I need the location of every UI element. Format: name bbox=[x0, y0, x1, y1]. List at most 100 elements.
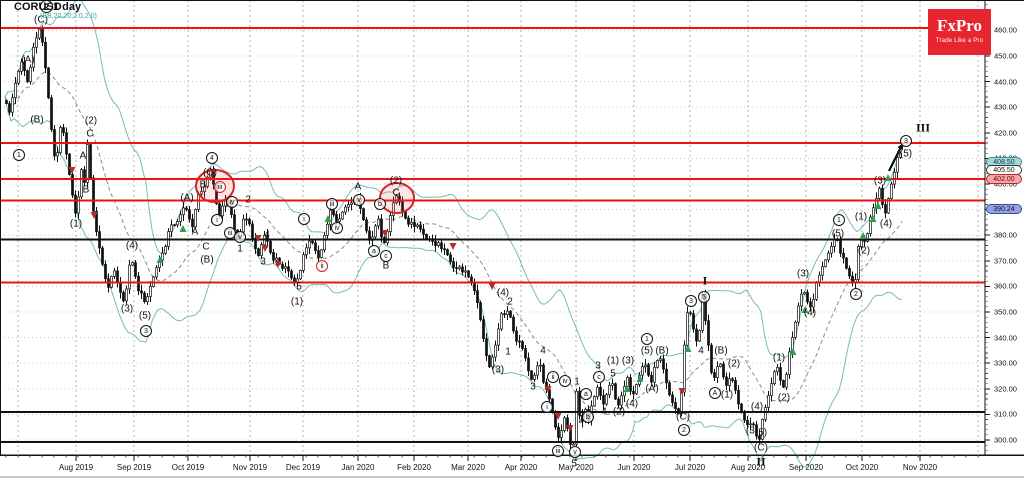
candle-body bbox=[23, 61, 26, 71]
wave-label: III bbox=[915, 120, 931, 135]
candle-body bbox=[413, 221, 416, 227]
candle-body bbox=[14, 82, 17, 99]
candle-body bbox=[41, 28, 44, 43]
candle-body bbox=[191, 218, 194, 228]
candle-body bbox=[602, 395, 605, 405]
month-tick-label: Aug 2020 bbox=[730, 463, 766, 472]
candle-body bbox=[284, 266, 287, 269]
candle-body bbox=[290, 270, 293, 279]
candle-body bbox=[641, 366, 644, 376]
price-tick-label: 320.00 bbox=[994, 384, 1017, 394]
candle-body bbox=[344, 206, 347, 213]
candle-body bbox=[476, 290, 479, 303]
candle-body bbox=[68, 153, 71, 175]
candle-body bbox=[338, 218, 341, 222]
wave-label: (4) bbox=[125, 240, 139, 252]
candle-body bbox=[728, 378, 731, 386]
wave-label: A bbox=[354, 181, 362, 193]
candle-body bbox=[449, 254, 452, 263]
candle-body bbox=[182, 207, 185, 216]
sell-arrow-icon bbox=[254, 235, 262, 242]
candle-body bbox=[632, 390, 635, 395]
candle-body bbox=[269, 240, 272, 253]
wave-2-circled-badge: 2 bbox=[40, 0, 53, 13]
candle-body bbox=[488, 355, 491, 368]
wave-label: (5) bbox=[138, 310, 152, 322]
wave-label: iii bbox=[552, 445, 564, 457]
candle-body bbox=[668, 382, 671, 396]
candle-body bbox=[194, 209, 197, 228]
buy-arrow-icon bbox=[884, 174, 892, 181]
candle-body bbox=[746, 419, 749, 425]
price-tick-label: 310.00 bbox=[994, 409, 1017, 419]
wave-label: (5) bbox=[640, 345, 654, 357]
candle-body bbox=[374, 225, 377, 238]
buy-arrow-icon bbox=[859, 232, 867, 239]
month-tick-label: May 2020 bbox=[558, 463, 594, 472]
price-tick-label: 440.00 bbox=[994, 77, 1017, 87]
candle-body bbox=[5, 100, 8, 104]
candle-body bbox=[851, 275, 854, 283]
wave-label: (C) bbox=[203, 167, 217, 179]
candle-body bbox=[491, 356, 494, 368]
wave-label: C bbox=[202, 241, 210, 253]
candle-body bbox=[368, 230, 371, 241]
candle-body bbox=[467, 270, 470, 278]
candle-body bbox=[155, 267, 158, 278]
sell-arrow-icon bbox=[449, 243, 457, 250]
wave-label: v bbox=[234, 231, 246, 243]
candle-body bbox=[794, 321, 797, 338]
candle-body bbox=[719, 363, 722, 367]
candle-body bbox=[17, 71, 20, 84]
candle-body bbox=[104, 263, 107, 280]
candle-body bbox=[71, 174, 74, 196]
wave-label: (1) bbox=[720, 389, 734, 401]
candle-body bbox=[479, 302, 482, 321]
candle-body bbox=[275, 257, 278, 261]
candle-body bbox=[188, 209, 191, 220]
wave-label: (C) bbox=[34, 14, 48, 26]
candle-body bbox=[8, 103, 11, 113]
candle-body bbox=[320, 249, 323, 258]
candle-body bbox=[512, 316, 515, 332]
wave-label: i bbox=[298, 213, 310, 225]
candle-body bbox=[203, 186, 206, 192]
candle-body bbox=[365, 219, 368, 232]
candle-body bbox=[605, 394, 608, 405]
candle-body bbox=[128, 264, 131, 290]
candle-body bbox=[80, 169, 83, 198]
candle-body bbox=[497, 328, 500, 346]
wave-label: ii bbox=[316, 260, 328, 272]
candle-body bbox=[407, 217, 410, 225]
wave-label: (4) bbox=[803, 307, 817, 319]
wave-label: b bbox=[582, 411, 594, 423]
month-tick-label: Oct 2020 bbox=[845, 463, 879, 472]
candle-body bbox=[101, 247, 104, 265]
candle-body bbox=[308, 240, 311, 249]
wave-label: (B) bbox=[30, 114, 44, 126]
candle-body bbox=[149, 286, 152, 297]
candle-body bbox=[200, 191, 203, 195]
candle-body bbox=[572, 443, 575, 446]
candle-body bbox=[665, 368, 668, 384]
wave-label: b bbox=[374, 198, 386, 210]
wave-label: (4) bbox=[625, 398, 639, 410]
sell-arrow-icon bbox=[678, 388, 686, 395]
wave-label: 4 bbox=[698, 345, 704, 357]
candle-body bbox=[731, 378, 734, 381]
candle-body bbox=[335, 214, 338, 222]
candle-body bbox=[563, 417, 566, 432]
instrument-symbol: CORUSD bbox=[14, 1, 62, 13]
candle-body bbox=[419, 224, 422, 230]
candle-body bbox=[206, 176, 209, 187]
wave-label: 3 bbox=[140, 325, 152, 337]
candle-body bbox=[185, 207, 188, 211]
candle-body bbox=[44, 41, 47, 69]
candle-body bbox=[812, 299, 815, 308]
candle-body bbox=[755, 424, 758, 437]
candle-body bbox=[77, 196, 80, 214]
candle-body bbox=[830, 245, 833, 254]
candle-body bbox=[884, 204, 887, 214]
candle-body bbox=[713, 372, 716, 378]
